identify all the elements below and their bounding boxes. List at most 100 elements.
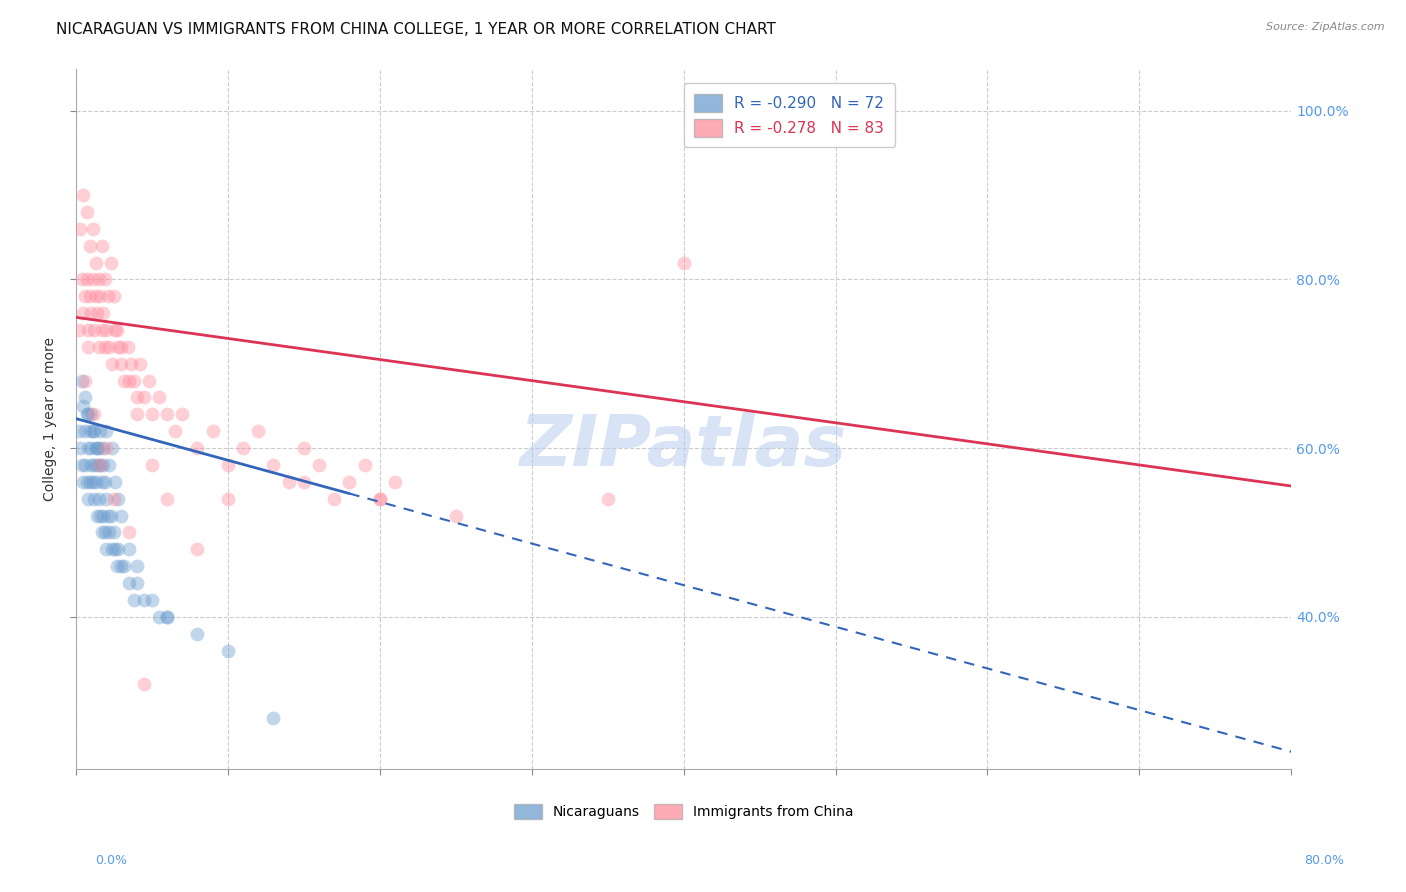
Point [84, 475, 107, 489]
Point [125, 391, 148, 405]
Point [76, 408, 98, 422]
Point [98, 525, 121, 540]
Point [186, 626, 208, 640]
Point [114, 559, 136, 574]
Point [134, 677, 156, 691]
Point [91, 508, 114, 523]
Point [89, 289, 111, 303]
Point [73, 424, 96, 438]
Point [103, 491, 125, 506]
Point [90, 475, 112, 489]
Point [148, 609, 170, 624]
Point [125, 408, 148, 422]
Point [141, 593, 163, 607]
Point [77, 491, 100, 506]
Point [90, 323, 112, 337]
Text: ZIPatlas: ZIPatlas [520, 412, 848, 481]
Point [70, 374, 93, 388]
Point [156, 408, 179, 422]
Point [79, 475, 101, 489]
Point [80, 408, 103, 422]
Point [596, 491, 619, 506]
Point [89, 424, 111, 438]
Point [80, 441, 103, 455]
Point [110, 559, 132, 574]
Point [292, 475, 315, 489]
Point [156, 609, 179, 624]
Point [141, 408, 163, 422]
Point [122, 374, 145, 388]
Point [76, 475, 98, 489]
Point [117, 340, 139, 354]
Point [83, 458, 105, 472]
Point [83, 408, 105, 422]
Point [86, 458, 108, 472]
Point [82, 424, 104, 438]
Point [79, 289, 101, 303]
Point [73, 391, 96, 405]
Point [79, 238, 101, 252]
Point [104, 323, 127, 337]
Point [89, 458, 111, 472]
Point [90, 525, 112, 540]
Point [232, 441, 254, 455]
Point [83, 323, 105, 337]
Point [87, 272, 110, 286]
Point [105, 323, 128, 337]
Point [79, 424, 101, 438]
Point [80, 458, 103, 472]
Point [384, 475, 406, 489]
Point [308, 458, 330, 472]
Point [67, 424, 90, 438]
Point [368, 491, 391, 506]
Point [134, 593, 156, 607]
Point [101, 357, 124, 371]
Point [118, 374, 141, 388]
Point [83, 491, 105, 506]
Point [91, 441, 114, 455]
Point [93, 340, 115, 354]
Point [368, 491, 391, 506]
Point [103, 525, 125, 540]
Point [82, 475, 104, 489]
Point [72, 188, 94, 202]
Point [73, 289, 96, 303]
Point [73, 458, 96, 472]
Point [107, 542, 129, 557]
Point [323, 491, 346, 506]
Point [91, 458, 114, 472]
Point [69, 441, 91, 455]
Point [86, 508, 108, 523]
Point [156, 491, 179, 506]
Point [77, 408, 100, 422]
Point [84, 255, 107, 269]
Point [277, 475, 299, 489]
Point [337, 475, 360, 489]
Point [353, 458, 375, 472]
Point [96, 441, 118, 455]
Point [122, 593, 145, 607]
Point [80, 306, 103, 320]
Text: NICARAGUAN VS IMMIGRANTS FROM CHINA COLLEGE, 1 YEAR OR MORE CORRELATION CHART: NICARAGUAN VS IMMIGRANTS FROM CHINA COLL… [56, 22, 776, 37]
Legend: Nicaraguans, Immigrants from China: Nicaraguans, Immigrants from China [509, 798, 859, 825]
Point [134, 391, 156, 405]
Point [93, 272, 115, 286]
Point [87, 441, 110, 455]
Point [672, 255, 695, 269]
Point [125, 576, 148, 591]
Point [82, 272, 104, 286]
Point [93, 475, 115, 489]
Point [141, 458, 163, 472]
Point [110, 508, 132, 523]
Point [77, 340, 100, 354]
Point [93, 525, 115, 540]
Point [101, 441, 124, 455]
Point [163, 424, 186, 438]
Point [73, 374, 96, 388]
Point [217, 491, 239, 506]
Point [76, 272, 98, 286]
Point [98, 340, 121, 354]
Text: 0.0%: 0.0% [96, 854, 128, 867]
Point [89, 458, 111, 472]
Point [186, 542, 208, 557]
